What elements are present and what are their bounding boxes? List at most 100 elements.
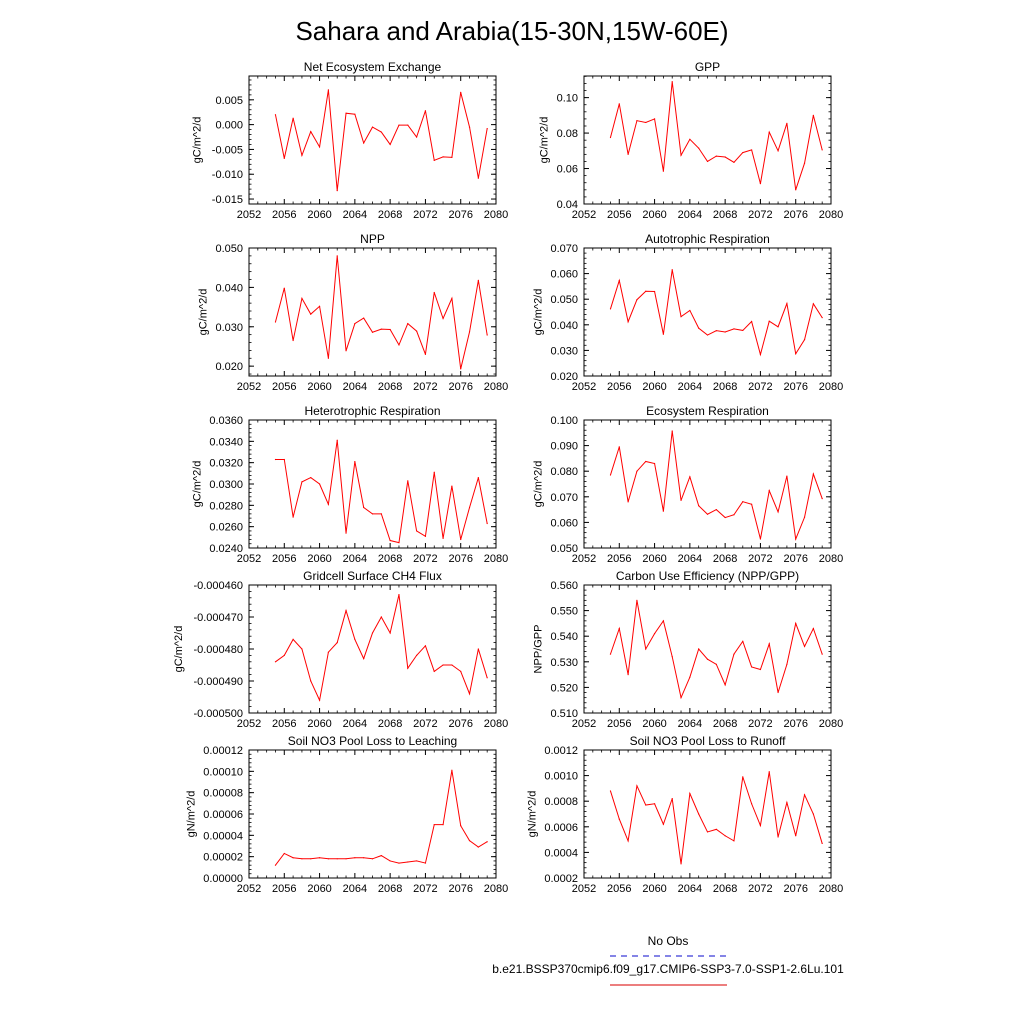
data-point xyxy=(389,328,391,331)
x-tick-label: 2056 xyxy=(272,553,296,565)
data-point xyxy=(751,320,753,323)
data-point xyxy=(645,460,647,463)
data-point xyxy=(733,161,735,163)
x-tick-label: 2064 xyxy=(678,381,702,393)
data-point xyxy=(689,309,691,312)
chart-panels: Net Ecosystem Exchange 2052 2056 2060 2064 20… xyxy=(173,60,843,895)
x-tick-label: 2064 xyxy=(678,718,702,730)
x-tick-label: 2072 xyxy=(413,883,437,895)
data-point xyxy=(821,317,823,319)
x-tick-label: 2080 xyxy=(819,883,843,895)
data-point xyxy=(768,771,770,773)
series-line xyxy=(609,600,823,700)
x-tick-label: 2076 xyxy=(783,209,807,221)
data-point xyxy=(389,632,391,634)
y-tick-label: 0.06 xyxy=(557,164,578,176)
data-point xyxy=(477,177,479,179)
data-point xyxy=(398,594,400,596)
data-point xyxy=(274,458,277,461)
y-tick-label: 0.050 xyxy=(550,543,578,555)
data-point xyxy=(653,118,656,120)
data-point xyxy=(451,769,453,771)
data-point xyxy=(653,462,656,465)
y-axis-label: gC/m^2/d xyxy=(191,117,203,164)
y-tick-label: 0.050 xyxy=(215,243,243,255)
y-tick-label: 0.0320 xyxy=(209,458,243,470)
data-point xyxy=(777,150,779,152)
series-line xyxy=(609,269,823,357)
y-tick-label: 0.100 xyxy=(550,415,578,427)
data-point xyxy=(636,470,638,472)
data-point xyxy=(821,149,823,151)
data-point xyxy=(618,818,620,820)
y-tick-label: -0.000480 xyxy=(193,644,243,656)
data-point xyxy=(327,89,329,91)
x-tick-label: 2052 xyxy=(572,883,596,895)
y-tick-label: 0.0006 xyxy=(544,822,578,834)
data-point xyxy=(433,670,435,673)
data-point xyxy=(416,654,418,657)
data-point xyxy=(698,648,700,650)
data-point xyxy=(283,852,285,855)
data-point xyxy=(363,857,365,859)
series-line xyxy=(275,594,488,702)
x-tick-label: 2064 xyxy=(678,553,702,565)
x-tick-label: 2072 xyxy=(413,553,437,565)
data-point xyxy=(759,668,762,671)
data-point xyxy=(336,439,338,441)
data-point xyxy=(777,691,779,694)
y-axis-label: gC/m^2/d xyxy=(173,626,185,673)
panel-title: Ecosystem Respiration xyxy=(646,404,769,418)
data-point xyxy=(310,680,312,682)
x-tick-label: 2080 xyxy=(484,553,508,565)
panel-title: Soil NO3 Pool Loss to Runoff xyxy=(630,734,787,748)
data-point xyxy=(460,538,462,541)
panel-heterotrophic-respiration: Heterotrophic Respiration 2052 2056 2060 206… xyxy=(191,404,508,565)
x-tick-label: 2056 xyxy=(607,381,631,393)
x-tick-label: 2052 xyxy=(572,718,596,730)
data-point xyxy=(380,513,382,515)
series-line xyxy=(609,771,823,864)
data-point xyxy=(662,823,664,825)
x-tick-label: 2076 xyxy=(448,209,472,221)
data-point xyxy=(786,302,788,305)
data-point xyxy=(645,648,647,650)
data-point xyxy=(345,858,347,860)
data-point xyxy=(715,828,717,830)
data-point xyxy=(786,801,788,804)
x-tick-label: 2080 xyxy=(484,718,508,730)
data-point xyxy=(486,522,488,525)
x-tick-label: 2052 xyxy=(237,553,261,565)
x-tick-label: 2072 xyxy=(748,209,772,221)
data-point xyxy=(680,863,682,865)
data-point xyxy=(380,855,382,857)
data-point xyxy=(803,339,806,341)
x-tick-label: 2056 xyxy=(607,209,631,221)
data-point xyxy=(662,620,664,622)
x-tick-label: 2052 xyxy=(572,553,596,565)
data-point xyxy=(609,136,612,139)
data-point xyxy=(389,143,391,146)
data-point xyxy=(292,638,294,641)
x-tick-label: 2064 xyxy=(678,883,702,895)
x-tick-label: 2060 xyxy=(307,718,331,730)
y-axis-label: gN/m^2/d xyxy=(526,791,538,838)
data-point xyxy=(398,862,400,864)
data-point xyxy=(345,610,347,612)
data-point xyxy=(451,485,453,487)
x-tick-label: 2068 xyxy=(378,209,402,221)
data-point xyxy=(460,91,462,93)
data-point xyxy=(336,190,338,192)
data-point xyxy=(609,653,612,655)
y-tick-label: 0.00000 xyxy=(203,873,243,885)
y-axis-label: gN/m^2/d xyxy=(185,791,197,838)
data-point xyxy=(468,693,471,695)
y-tick-label: -0.005 xyxy=(212,144,243,156)
data-point xyxy=(407,667,409,669)
x-tick-label: 2064 xyxy=(343,883,367,895)
panel-soil-no3-pool-loss-to-runoff: Soil NO3 Pool Loss to Runoff 2052 2056 2060… xyxy=(526,734,843,895)
data-point xyxy=(477,846,479,848)
data-point xyxy=(468,126,471,128)
data-point xyxy=(627,321,629,323)
